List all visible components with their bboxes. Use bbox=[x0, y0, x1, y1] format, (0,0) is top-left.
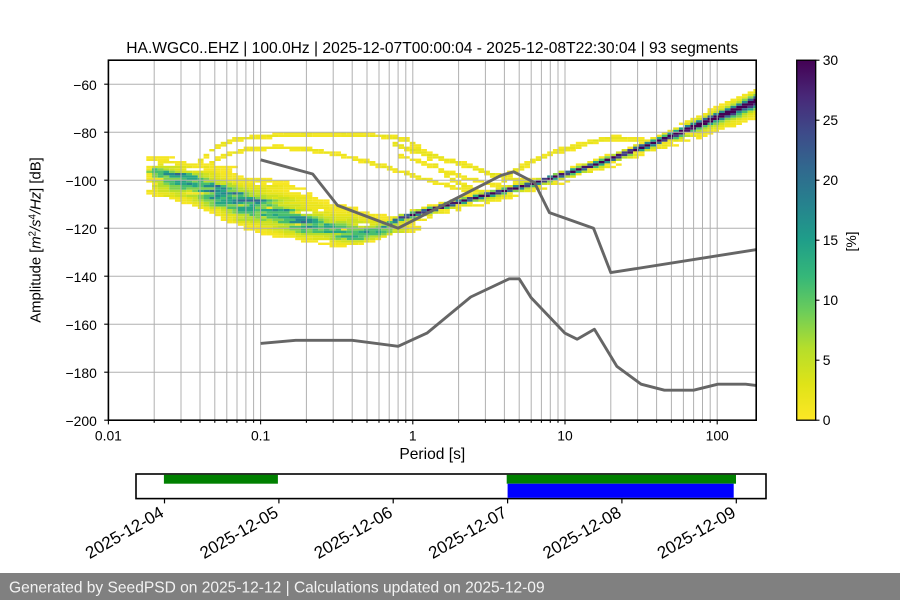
svg-text:10: 10 bbox=[823, 292, 839, 308]
svg-text:−200: −200 bbox=[66, 413, 98, 429]
svg-text:−180: −180 bbox=[66, 365, 98, 381]
svg-text:−80: −80 bbox=[73, 125, 97, 141]
svg-text:−100: −100 bbox=[66, 173, 98, 189]
svg-text:Period [s]: Period [s] bbox=[399, 446, 465, 463]
svg-text:[%]: [%] bbox=[843, 231, 859, 251]
svg-text:100: 100 bbox=[706, 428, 729, 444]
svg-text:20: 20 bbox=[823, 172, 839, 188]
svg-text:1: 1 bbox=[409, 428, 417, 444]
svg-text:Generated by SeedPSD on 2025-1: Generated by SeedPSD on 2025-12-12 | Cal… bbox=[9, 580, 545, 597]
svg-text:0: 0 bbox=[823, 412, 831, 428]
svg-text:−160: −160 bbox=[66, 317, 98, 333]
svg-text:30: 30 bbox=[823, 52, 839, 68]
svg-text:0.01: 0.01 bbox=[95, 428, 122, 444]
svg-text:25: 25 bbox=[823, 112, 839, 128]
svg-text:10: 10 bbox=[557, 428, 573, 444]
svg-text:15: 15 bbox=[823, 232, 839, 248]
svg-text:Amplitude [m2/s4/Hz] [dB]: Amplitude [m2/s4/Hz] [dB] bbox=[28, 157, 45, 322]
svg-text:−140: −140 bbox=[66, 269, 98, 285]
svg-text:5: 5 bbox=[823, 352, 831, 368]
svg-text:0.1: 0.1 bbox=[251, 428, 271, 444]
svg-text:HA.WGC0..EHZ | 100.0Hz | 2025-: HA.WGC0..EHZ | 100.0Hz | 2025-12-07T00:0… bbox=[126, 40, 738, 57]
svg-text:−120: −120 bbox=[66, 221, 98, 237]
svg-text:−60: −60 bbox=[73, 77, 97, 93]
